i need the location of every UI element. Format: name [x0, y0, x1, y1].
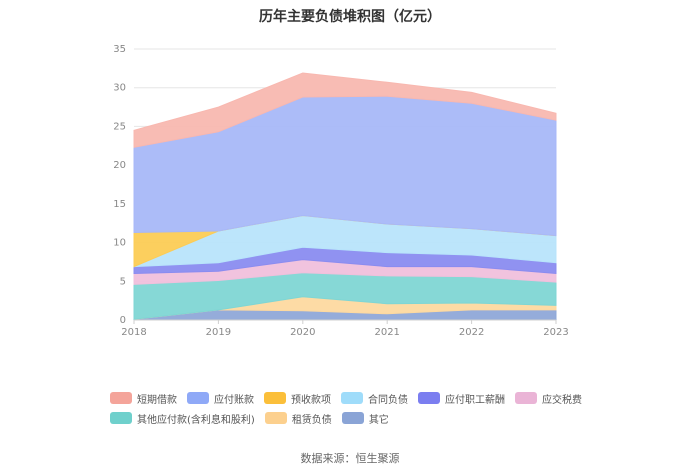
legend-swatch — [187, 392, 209, 404]
legend-item[interactable]: 应付账款 — [187, 391, 254, 406]
legend-item[interactable]: 租赁负债 — [264, 411, 332, 426]
data-source: 数据来源：恒生聚源 — [300, 452, 400, 465]
legend-label: 其他应付款(含利息和股利) — [137, 414, 255, 426]
x-axis: 2018 2019 2020 2021 2022 2023 — [121, 319, 569, 338]
legend-item[interactable]: 合同负债 — [341, 391, 408, 406]
legend-label: 合同负债 — [368, 394, 408, 406]
legend-item[interactable]: 其他应付款(含利息和股利) — [110, 411, 255, 426]
x-tick-label: 2023 — [543, 327, 568, 338]
y-tick-label: 5 — [120, 276, 126, 287]
y-tick-label: 35 — [113, 44, 126, 55]
x-tick-label: 2018 — [121, 327, 146, 338]
legend-label: 应交税费 — [542, 394, 582, 406]
y-tick-label: 10 — [113, 238, 126, 249]
chart-title: 历年主要负债堆积图（亿元） — [259, 9, 441, 25]
legend-swatch — [110, 412, 132, 424]
y-tick-label: 15 — [113, 199, 126, 210]
x-tick-label: 2021 — [374, 327, 399, 338]
legend-swatch — [418, 392, 440, 404]
legend-item[interactable]: 应交税费 — [515, 391, 582, 406]
legend-swatch — [515, 392, 537, 404]
legend-swatch — [341, 412, 364, 424]
y-tick-label: 0 — [120, 315, 126, 326]
legend-row: 短期借款 应付账款 预收款项 合同负债 应付职工薪酬 应交税费 — [110, 388, 630, 408]
legend-item[interactable]: 应付职工薪酬 — [418, 391, 505, 406]
legend-swatch — [110, 392, 132, 404]
legend-swatch — [264, 412, 287, 424]
legend: 短期借款 应付账款 预收款项 合同负债 应付职工薪酬 应交税费 其他应付款(含利息和股利)… — [110, 388, 630, 428]
legend-label: 预收款项 — [291, 394, 331, 406]
area-series — [133, 72, 557, 321]
legend-row: 其他应付款(含利息和股利) 租赁负债 其它 — [110, 408, 630, 428]
series-area — [133, 72, 557, 148]
legend-item[interactable]: 其它 — [341, 411, 389, 426]
legend-label: 短期借款 — [137, 394, 177, 406]
y-axis: 0 5 10 15 20 25 30 35 — [113, 44, 126, 326]
legend-item[interactable]: 短期借款 — [110, 391, 177, 406]
y-tick-label: 30 — [113, 83, 126, 94]
legend-label: 租赁负债 — [291, 414, 332, 426]
x-tick-label: 2020 — [290, 327, 315, 338]
legend-label: 应付账款 — [214, 394, 254, 406]
x-tick-label: 2022 — [459, 327, 484, 338]
y-tick-label: 25 — [113, 121, 126, 132]
legend-swatch — [264, 392, 286, 404]
legend-item[interactable]: 预收款项 — [264, 391, 331, 406]
x-tick-label: 2019 — [206, 327, 231, 338]
y-tick-label: 20 — [113, 160, 126, 171]
legend-label: 应付职工薪酬 — [445, 394, 505, 406]
legend-label: 其它 — [368, 414, 389, 426]
legend-swatch — [341, 392, 363, 404]
